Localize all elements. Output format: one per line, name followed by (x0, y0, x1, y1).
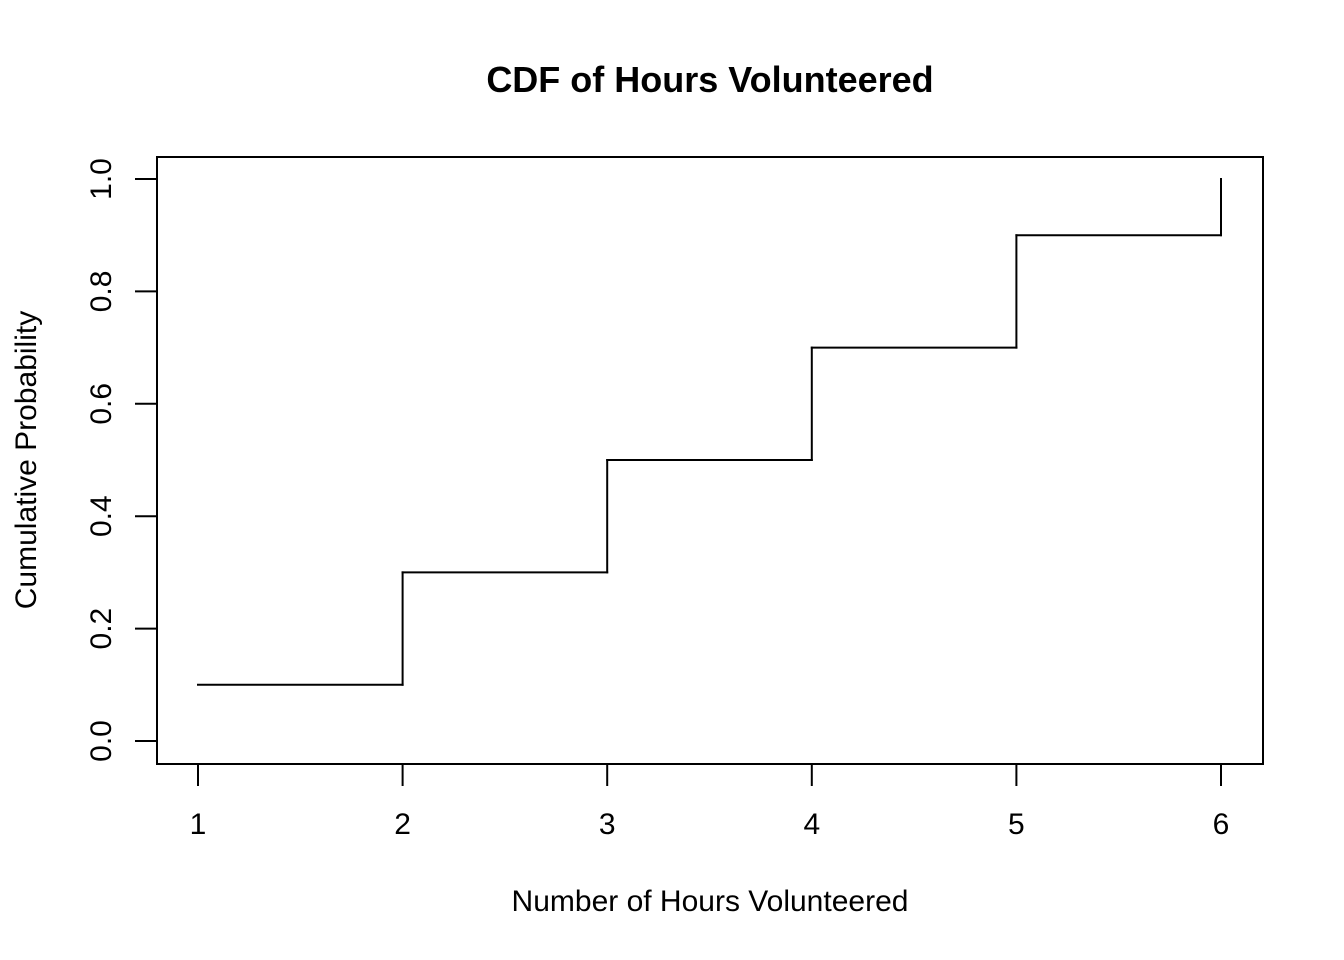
cdf-series (197, 178, 1222, 686)
y-tick-label: 1.0 (85, 158, 118, 200)
x-tick-label: 2 (394, 808, 411, 841)
y-axis: 0.0 0.2 0.4 0.6 0.8 1.0 (85, 158, 158, 762)
x-tick-label: 5 (1008, 808, 1025, 841)
y-tick-label: 0.8 (85, 271, 118, 313)
x-tick-label: 1 (190, 808, 207, 841)
y-tick-label: 0.2 (85, 608, 118, 650)
x-tick-label: 4 (803, 808, 820, 841)
x-tick-label: 3 (599, 808, 616, 841)
y-tick-label: 0.0 (85, 720, 118, 762)
x-axis: 1 2 3 4 5 6 (190, 763, 1230, 841)
chart-title: CDF of Hours Volunteered (486, 59, 933, 100)
y-tick-label: 0.4 (85, 495, 118, 537)
y-tick-label: 0.6 (85, 383, 118, 425)
x-axis-label: Number of Hours Volunteered (512, 885, 909, 918)
y-axis-label: Cumulative Probability (10, 311, 43, 609)
x-tick-label: 6 (1213, 808, 1230, 841)
